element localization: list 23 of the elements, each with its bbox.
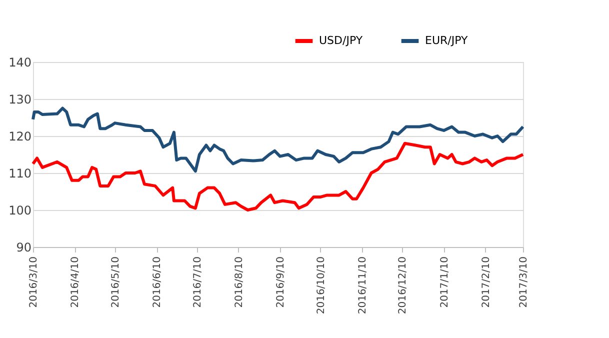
line-series [32,106,524,173]
y-tick-label: 100 [8,204,32,218]
x-tick-label: 2016/6/10 [152,256,164,308]
x-tick-label: 2016/4/10 [70,256,82,308]
y-tick-label: 120 [8,130,32,144]
x-tick-label: 2017/3/10 [518,256,530,308]
x-tick-label: 2017/1/10 [439,256,450,308]
y-tick-label: 140 [8,56,32,70]
y-tick-label: 90 [16,240,32,254]
x-tick-label: 2016/7/10 [192,256,204,308]
x-tick-label: 2016/10/10 [316,256,327,314]
x-tick-label: 2016/9/10 [276,256,287,308]
legend-label: EUR/JPY [425,34,468,47]
x-tick-label: 2017/2/10 [480,256,492,308]
x-tick-label: 2016/12/10 [398,256,409,314]
legend-label: USD/JPY [319,34,363,47]
y-tick-label: 130 [8,92,32,106]
x-tick-label: 2016/11/10 [357,256,368,314]
line-series [32,142,524,212]
x-tick-label: 2016/5/10 [110,256,122,308]
x-tick-label: 2016/3/10 [28,256,40,308]
x-tick-label: 2016/8/10 [234,256,245,308]
y-tick-label: 110 [8,166,32,180]
